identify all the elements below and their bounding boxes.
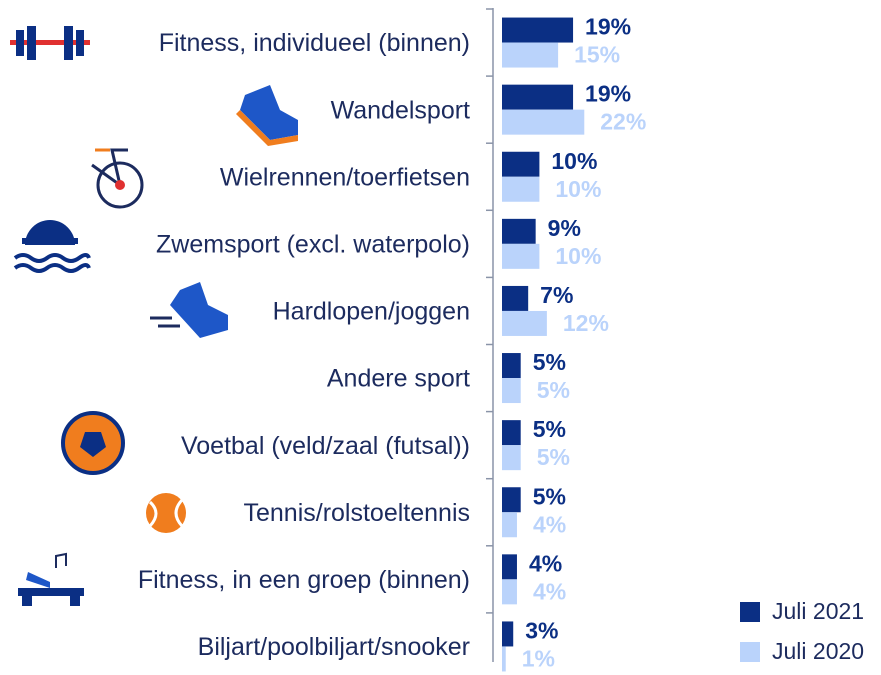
- value-label: 4%: [533, 511, 566, 537]
- swim-icon: [13, 220, 91, 273]
- value-label: 10%: [555, 176, 601, 202]
- value-label: 7%: [540, 282, 573, 308]
- bar: [502, 579, 517, 605]
- category-label: Tennis/rolstoeltennis: [243, 499, 470, 527]
- value-label: 10%: [551, 148, 597, 174]
- value-label: 19%: [585, 14, 631, 40]
- bar: [502, 487, 521, 513]
- bar: [502, 17, 574, 43]
- value-label: 1%: [522, 646, 555, 672]
- bar: [502, 646, 506, 672]
- bar: [502, 512, 517, 538]
- icons: [10, 26, 298, 606]
- value-label: 5%: [537, 444, 570, 470]
- category-label: Voetbal (veld/zaal (futsal)): [181, 432, 470, 460]
- value-label: 10%: [555, 243, 601, 269]
- step-icon: [18, 552, 84, 606]
- value-label: 12%: [563, 310, 609, 336]
- legend-swatch: [740, 602, 760, 622]
- bar: [502, 445, 521, 471]
- value-label: 5%: [533, 483, 566, 509]
- bar: [502, 310, 547, 336]
- value-label: 5%: [537, 377, 570, 403]
- value-label: 15%: [574, 42, 620, 68]
- run-icon: [150, 282, 228, 338]
- legend-swatch: [740, 642, 760, 662]
- bar: [502, 176, 540, 202]
- legend-label: Juli 2021: [772, 598, 864, 624]
- category-label: Fitness, in een groep (binnen): [138, 566, 470, 594]
- bar: [502, 84, 574, 110]
- category-label: Wandelsport: [331, 96, 470, 124]
- value-label: 9%: [548, 215, 581, 241]
- bar: [502, 353, 521, 379]
- category-label: Zwemsport (excl. waterpolo): [156, 230, 470, 258]
- bar: [502, 378, 521, 404]
- category-label: Andere sport: [327, 365, 470, 393]
- value-label: 5%: [533, 349, 566, 375]
- bar: [502, 554, 517, 580]
- bar: [502, 243, 540, 269]
- value-label: 22%: [600, 109, 646, 135]
- value-label: 19%: [585, 81, 631, 107]
- bar: [502, 218, 536, 244]
- bar: [502, 151, 540, 177]
- category-label: Fitness, individueel (binnen): [159, 29, 470, 57]
- bar: [502, 109, 585, 135]
- category-label: Hardlopen/joggen: [273, 298, 470, 326]
- football-icon: [61, 411, 125, 475]
- dumbbell-icon: [10, 26, 90, 60]
- value-label: 5%: [533, 416, 566, 442]
- value-label: 4%: [529, 550, 562, 576]
- legend-label: Juli 2020: [772, 638, 864, 664]
- bar: [502, 285, 529, 311]
- value-label: 4%: [533, 578, 566, 604]
- bar: [502, 420, 521, 446]
- shoe-icon: [236, 85, 298, 146]
- category-label: Wielrennen/toerfietsen: [220, 163, 470, 191]
- tennis-icon: [146, 493, 186, 533]
- category-label: Biljart/poolbiljart/snooker: [198, 633, 470, 661]
- value-label: 3%: [525, 618, 558, 644]
- bar: [502, 42, 559, 68]
- bar: [502, 621, 514, 647]
- bike-icon: [91, 148, 144, 209]
